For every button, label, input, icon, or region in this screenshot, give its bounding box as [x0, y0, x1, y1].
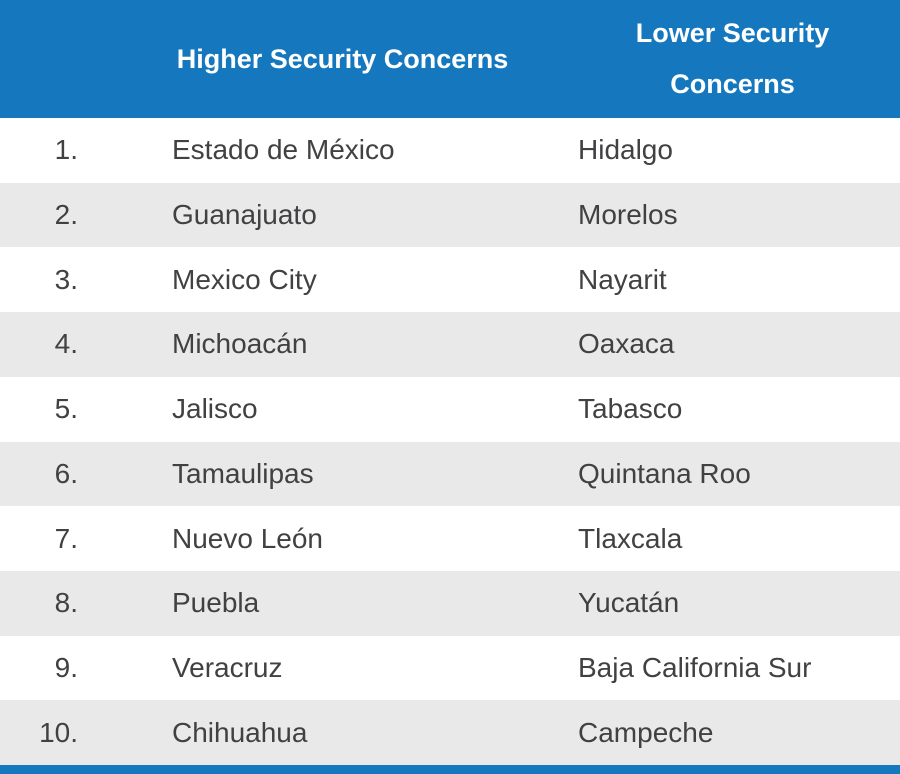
lower-cell: Tabasco — [578, 393, 683, 425]
lower-cell: Oaxaca — [578, 328, 675, 360]
table-row: 4. Michoacán Oaxaca — [0, 312, 900, 377]
rank-cell: 2. — [54, 199, 78, 231]
rank-cell: 5. — [54, 393, 78, 425]
higher-cell: Nuevo León — [172, 522, 324, 554]
lower-cell: Baja California Sur — [578, 651, 812, 683]
rank-cell: 3. — [54, 263, 78, 295]
rank-cell: 8. — [54, 587, 78, 619]
lower-cell: Morelos — [578, 199, 678, 231]
table-row: 6. Tamaulipas Quintana Roo — [0, 441, 900, 507]
table-header: Higher Security Concerns Lower Security … — [0, 0, 900, 118]
rank-cell: 10. — [39, 716, 78, 748]
higher-cell: Estado de México — [172, 134, 395, 166]
table-row: 3. Mexico City Nayarit — [0, 247, 900, 313]
lower-cell: Tlaxcala — [578, 522, 683, 554]
rank-cell: 1. — [54, 134, 78, 166]
higher-cell: Veracruz — [172, 651, 283, 683]
table-row: 7. Nuevo León Tlaxcala — [0, 506, 900, 571]
rank-cell: 6. — [54, 457, 78, 489]
higher-cell: Puebla — [172, 587, 260, 619]
higher-cell: Tamaulipas — [172, 457, 314, 489]
lower-cell: Quintana Roo — [578, 457, 751, 489]
lower-cell: Nayarit — [578, 263, 667, 295]
column-header-lower-security: Lower Security Concerns — [635, 18, 830, 99]
higher-cell: Mexico City — [172, 263, 317, 295]
column-header-higher-security: Higher Security Concerns — [176, 43, 509, 74]
table-row: 2. Guanajuato Morelos — [0, 182, 900, 248]
higher-cell: Chihuahua — [172, 716, 308, 748]
table-body: 1. Estado de México Hidalgo 2. Guanajuat… — [0, 118, 900, 766]
table-row: 1. Estado de México Hidalgo — [0, 118, 900, 183]
higher-cell: Jalisco — [172, 393, 258, 425]
rank-cell: 9. — [54, 651, 78, 683]
higher-cell: Michoacán — [172, 328, 308, 360]
lower-cell: Campeche — [578, 716, 714, 748]
higher-cell: Guanajuato — [172, 199, 317, 231]
table-row: 10. Chihuahua Campeche — [0, 700, 900, 766]
rank-cell: 4. — [54, 328, 78, 360]
table-row: 8. Puebla Yucatán — [0, 570, 900, 636]
table-row: 5. Jalisco Tabasco — [0, 376, 900, 442]
lower-cell: Yucatán — [578, 587, 680, 619]
rank-cell: 7. — [54, 522, 78, 554]
bottom-accent-bar — [0, 765, 900, 774]
lower-cell: Hidalgo — [578, 134, 673, 166]
table-row: 9. Veracruz Baja California Sur — [0, 635, 900, 701]
